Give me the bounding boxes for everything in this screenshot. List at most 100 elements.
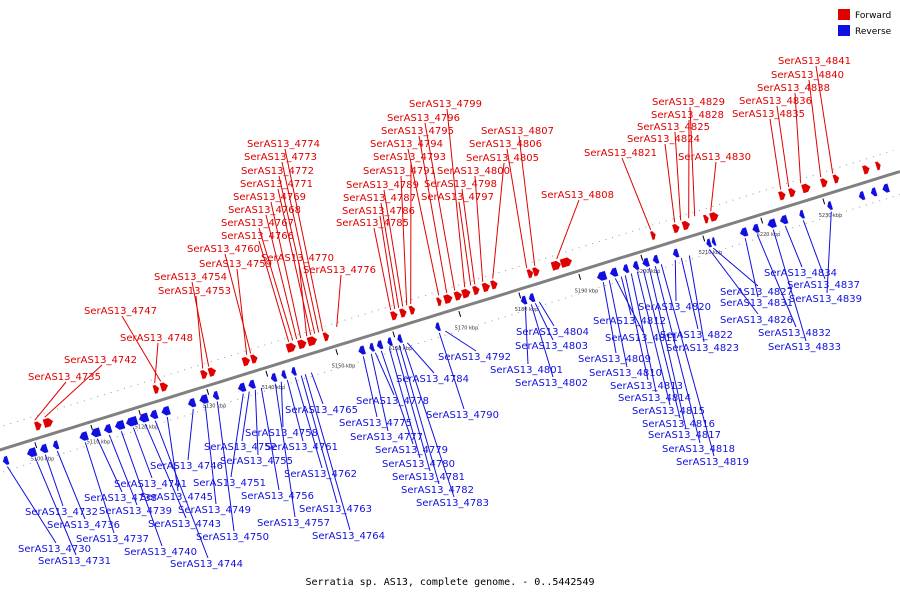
forward-gene-feature [199, 369, 209, 380]
reverse-gene-feature [237, 382, 247, 393]
tick-mark [822, 198, 826, 205]
forward-gene-feature [471, 285, 481, 296]
leader-line [379, 215, 396, 310]
forward-gene-label: SerAS13_4808 [541, 190, 614, 201]
forward-gene-feature [489, 279, 499, 290]
reverse-gene-label: SerAS13_4784 [396, 374, 469, 385]
leader-line [776, 105, 790, 188]
forward-gene-label: SerAS13_4742 [64, 355, 137, 366]
reverse-gene-feature [78, 430, 90, 442]
leader-line [802, 220, 826, 280]
leader-line [258, 240, 290, 342]
reverse-gene-feature [396, 333, 404, 344]
leader-line [204, 405, 217, 505]
leader-line [556, 199, 580, 260]
reverse-gene-feature [39, 443, 49, 454]
forward-gene-feature [777, 190, 787, 201]
leader-line [241, 391, 250, 442]
forward-gene-feature [874, 161, 882, 171]
leader-line [230, 393, 244, 478]
reverse-gene-label: SerAS13_4804 [516, 327, 589, 338]
legend-reverse-swatch [838, 25, 850, 36]
forward-gene-label: SerAS13_4794 [370, 139, 443, 150]
forward-gene-feature [152, 384, 160, 395]
leader-line [84, 442, 115, 534]
reverse-gene-label: SerAS13_4802 [515, 378, 588, 389]
forward-gene-label: SerAS13_4797 [421, 192, 494, 203]
reverse-gene-label: SerAS13_4761 [265, 442, 338, 453]
forward-gene-feature [559, 256, 573, 269]
forward-gene-feature [819, 177, 829, 188]
reverse-gene-label: SerAS13_4730 [18, 544, 91, 555]
leader-line [680, 257, 699, 330]
tick-label: 5200 kbp [637, 269, 661, 275]
feature-layer [0, 161, 891, 466]
leader-line [187, 408, 194, 461]
leader-line [621, 157, 652, 230]
reverse-gene-feature [26, 446, 38, 458]
forward-gene-feature [671, 223, 681, 234]
reverse-gene-label: SerAS13_4740 [124, 547, 197, 558]
tick-label: 5220 kbp [757, 232, 781, 238]
reverse-gene-label: SerAS13_4837 [787, 280, 860, 291]
leader-line [304, 374, 351, 531]
tick-label: 5150 kbp [332, 364, 356, 370]
tick-label: 5190 kbp [575, 288, 599, 294]
reverse-gene-feature [138, 412, 150, 423]
tick-mark [578, 273, 582, 280]
leader-line [274, 383, 296, 518]
reverse-gene-feature [376, 339, 384, 350]
leader-line [608, 280, 628, 368]
reverse-gene-label: SerAS13_4746 [150, 461, 223, 472]
leader-line [400, 175, 408, 306]
leader-line [258, 227, 294, 341]
leader-line [34, 381, 67, 421]
reverse-gene-label: SerAS13_4818 [662, 444, 735, 455]
forward-gene-feature [832, 174, 840, 185]
tick-mark [458, 310, 462, 317]
forward-gene-label: SerAS13_4796 [387, 113, 460, 124]
forward-gene-label: SerAS13_4787 [343, 193, 416, 204]
leader-line [424, 122, 456, 291]
forward-gene-feature [481, 282, 491, 293]
reverse-gene-feature [114, 419, 126, 431]
tick-mark [90, 424, 94, 431]
forward-gene-feature [285, 342, 297, 354]
leader-line [710, 161, 717, 212]
reverse-gene-feature [705, 238, 713, 248]
reverse-gene-label: SerAS13_4812 [593, 316, 666, 327]
reverse-gene-label: SerAS13_4758 [245, 428, 318, 439]
forward-gene-label: SerAS13_4773 [244, 152, 317, 163]
tick-mark [335, 349, 339, 356]
forward-gene-feature [861, 164, 871, 175]
forward-gene-label: SerAS13_4759 [199, 259, 272, 270]
reverse-gene-label: SerAS13_4738 [84, 493, 157, 504]
leader-line [191, 281, 210, 367]
forward-gene-label: SerAS13_4771 [240, 179, 313, 190]
leader-line [398, 345, 440, 485]
reverse-gene-label: SerAS13_4834 [764, 268, 837, 279]
leader-line [6, 466, 57, 544]
forward-gene-label: SerAS13_4767 [221, 218, 294, 229]
leader-line [492, 162, 505, 279]
reverse-gene-feature [187, 397, 197, 408]
leader-line [744, 238, 759, 298]
reverse-gene-label: SerAS13_4778 [356, 396, 429, 407]
reverse-gene-label: SerAS13_4732 [25, 507, 98, 518]
reverse-gene-feature [103, 423, 113, 434]
forward-gene-label: SerAS13_4836 [739, 96, 812, 107]
leader-line [121, 315, 162, 382]
forward-gene-label: SerAS13_4785 [336, 218, 409, 229]
reverse-gene-feature [386, 336, 394, 347]
leader-line [294, 377, 323, 469]
forward-gene-label: SerAS13_4768 [228, 205, 301, 216]
reverse-gene-feature [290, 366, 298, 377]
reverse-gene-label: SerAS13_4763 [299, 504, 372, 515]
leader-line [383, 189, 404, 307]
forward-gene-feature [389, 310, 399, 321]
reverse-gene-label: SerAS13_4839 [789, 294, 862, 305]
leader-line [216, 401, 235, 532]
leader-line [278, 175, 316, 334]
reverse-gene-feature [2, 455, 10, 466]
reverse-gene-label: SerAS13_4831 [720, 298, 793, 309]
